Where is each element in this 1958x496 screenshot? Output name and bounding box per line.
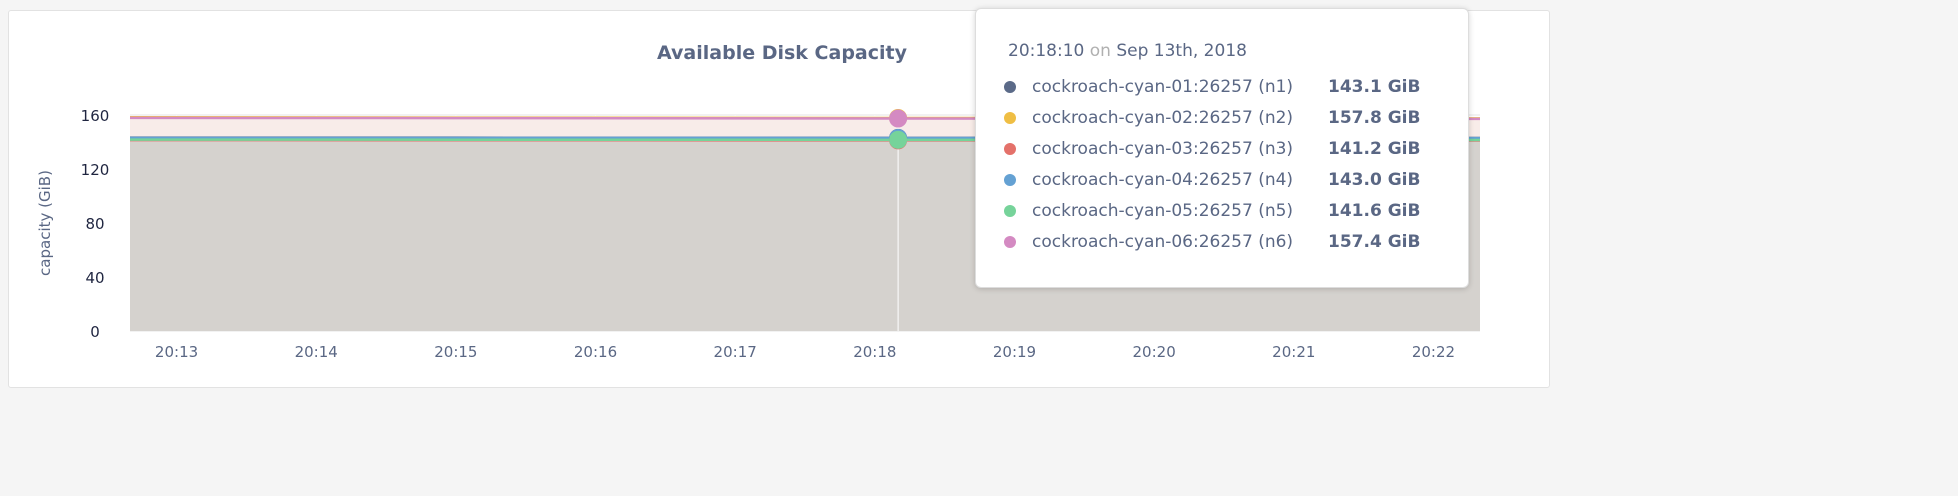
series-color-dot [1004, 174, 1016, 186]
x-tick-label: 20:20 [1133, 343, 1176, 361]
tooltip-series-name: cockroach-cyan-04:26257 (n4) [1032, 170, 1294, 190]
y-tick-label: 160 [81, 107, 110, 125]
tooltip-row: cockroach-cyan-06:26257 (n6) 157.4 GiB [1004, 230, 1420, 254]
tooltip-series-name: cockroach-cyan-02:26257 (n2) [1032, 108, 1294, 128]
tooltip-row: cockroach-cyan-02:26257 (n2) 157.8 GiB [1004, 106, 1420, 130]
tooltip-row: cockroach-cyan-05:26257 (n5) 141.6 GiB [1004, 199, 1420, 223]
y-axis-label: capacity (GiB) [36, 170, 54, 276]
tooltip-series-value: 141.2 GiB [1328, 139, 1421, 159]
tooltip-series-value: 157.8 GiB [1328, 108, 1421, 128]
series-color-dot [1004, 81, 1016, 93]
x-tick-label: 20:21 [1272, 343, 1315, 361]
tooltip-row: cockroach-cyan-01:26257 (n1) 143.1 GiB [1004, 75, 1420, 99]
tooltip-row: cockroach-cyan-03:26257 (n3) 141.2 GiB [1004, 137, 1420, 161]
x-tick-label: 20:14 [295, 343, 338, 361]
x-tick-label: 20:16 [574, 343, 617, 361]
tooltip-series-name: cockroach-cyan-05:26257 (n5) [1032, 201, 1294, 221]
tooltip-header: 20:18:10 on Sep 13th, 2018 [1008, 41, 1247, 61]
tooltip-time: 20:18:10 [1008, 41, 1085, 61]
y-tick-label: 0 [90, 323, 100, 341]
y-tick-label: 40 [85, 269, 104, 287]
x-tick-label: 20:19 [993, 343, 1036, 361]
series-color-dot [1004, 112, 1016, 124]
y-tick-label: 80 [85, 215, 104, 233]
tooltip-on: on [1089, 41, 1111, 61]
series-color-dot [1004, 143, 1016, 155]
tooltip-date: Sep 13th, 2018 [1116, 41, 1247, 61]
x-tick-label: 20:15 [434, 343, 477, 361]
tooltip-series-name: cockroach-cyan-06:26257 (n6) [1032, 232, 1294, 252]
x-tick-label: 20:13 [155, 343, 198, 361]
tooltip-series-value: 143.0 GiB [1328, 170, 1421, 190]
y-tick-label: 120 [81, 161, 110, 179]
tooltip-series-name: cockroach-cyan-03:26257 (n3) [1032, 139, 1294, 159]
x-tick-label: 20:17 [714, 343, 757, 361]
series-color-dot [1004, 236, 1016, 248]
x-tick-label: 20:22 [1412, 343, 1455, 361]
series-color-dot [1004, 205, 1016, 217]
tooltip-series-value: 141.6 GiB [1328, 201, 1421, 221]
tooltip-row: cockroach-cyan-04:26257 (n4) 143.0 GiB [1004, 168, 1420, 192]
tooltip-series-value: 157.4 GiB [1328, 232, 1421, 252]
hover-point [889, 109, 908, 128]
x-tick-label: 20:18 [853, 343, 896, 361]
tooltip-series-name: cockroach-cyan-01:26257 (n1) [1032, 77, 1294, 97]
tooltip-series-value: 143.1 GiB [1328, 77, 1421, 97]
hover-point [889, 130, 908, 149]
chart-title: Available Disk Capacity [657, 42, 908, 64]
tooltip: 20:18:10 on Sep 13th, 2018 cockroach-cya… [975, 8, 1469, 288]
